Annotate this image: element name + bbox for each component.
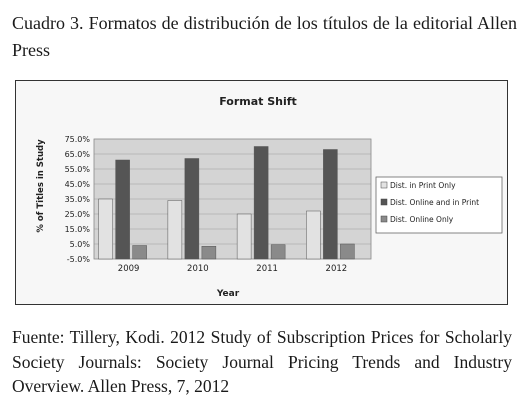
x-axis-label: Year [216, 289, 240, 299]
y-tick-label: 15.0% [65, 225, 91, 234]
bar [270, 244, 286, 260]
bar [184, 158, 200, 260]
legend-entry: Dist. in Print Only [390, 181, 456, 190]
bar [115, 159, 130, 260]
y-tick-label: 45.0% [65, 180, 91, 189]
legend-box [375, 176, 503, 234]
chart-figure: Format Shift % of Titles in Study Year 7… [15, 80, 508, 305]
bar [98, 198, 113, 260]
bar [132, 245, 147, 260]
x-tick-label: 2011 [256, 264, 278, 274]
y-tick-label: 65.0% [65, 150, 91, 159]
table-caption: Cuadro 3. Formatos de distribución de lo… [12, 13, 517, 60]
bar [323, 149, 338, 260]
y-tick-label: -5.0% [67, 255, 91, 264]
format-shift-chart: Format Shift % of Titles in Study Year 7… [36, 95, 503, 299]
y-tick-label: 35.0% [65, 195, 91, 204]
bar [236, 213, 252, 260]
bar [253, 146, 269, 260]
legend-swatch [380, 215, 388, 223]
bar [340, 243, 355, 260]
x-tick-label: 2009 [118, 264, 140, 274]
legend-entry: Dist. Online and in Print [390, 198, 479, 207]
y-axis-label: % of Titles in Study [36, 139, 46, 233]
legend-swatch [380, 198, 388, 206]
legend-entry: Dist. Online Only [390, 215, 454, 224]
legend-swatch [380, 181, 388, 189]
y-tick-label: 55.0% [65, 165, 91, 174]
bar [201, 246, 217, 260]
bar [167, 200, 183, 260]
bar [306, 210, 321, 260]
y-tick-label: 75.0% [65, 135, 91, 144]
chart-title: Format Shift [219, 95, 297, 108]
y-tick-label: 5.0% [70, 240, 91, 249]
x-tick-label: 2010 [187, 264, 209, 274]
source-citation: Fuente: Tillery, Kodi. 2012 Study of Sub… [12, 327, 512, 396]
y-tick-label: 25.0% [65, 210, 91, 219]
x-tick-label: 2012 [326, 264, 348, 274]
